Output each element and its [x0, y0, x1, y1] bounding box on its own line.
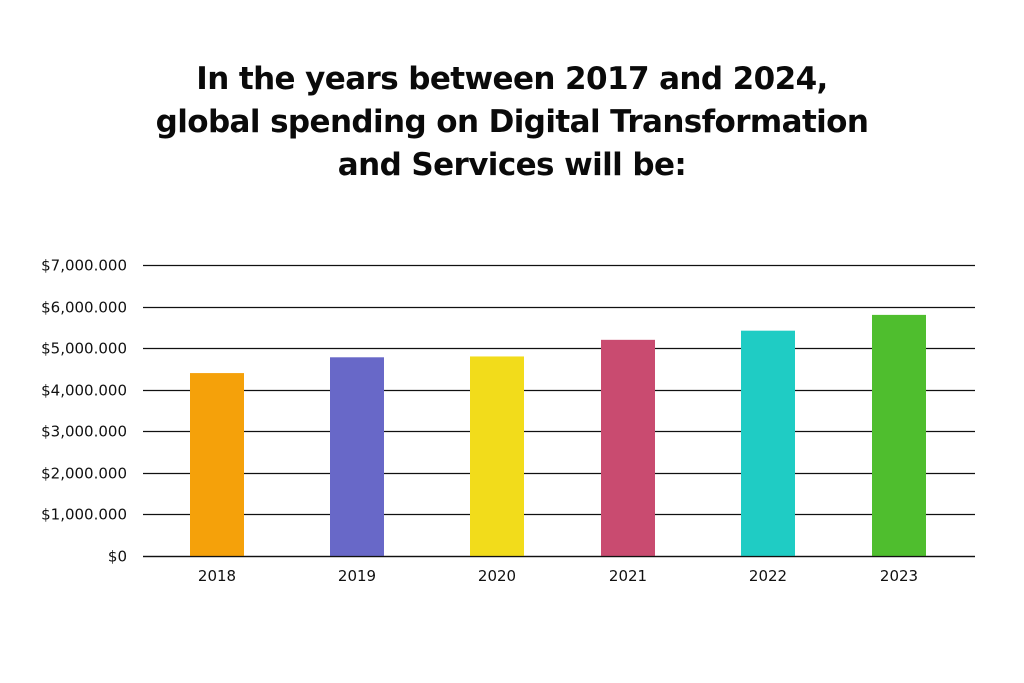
x-tick-label: 2020: [478, 567, 516, 585]
x-tick-label: 2021: [609, 567, 647, 585]
bar-2018: [190, 373, 244, 556]
chart-title-line-3: and Services will be:: [337, 147, 687, 183]
bar-2019: [330, 357, 384, 556]
bar-2023: [872, 314, 926, 556]
x-axis-ticks: 2018 2019 2020 2021 2022 2023: [198, 567, 918, 585]
x-tick-label: 2018: [198, 567, 236, 585]
y-tick-label: $5,000.000: [41, 340, 127, 358]
x-tick-label: 2019: [338, 567, 376, 585]
y-axis-ticks: $0 $1,000.000 $2,000.000 $3,000.000 $4,000.0…: [41, 257, 127, 566]
bars: [143, 314, 975, 558]
bar-2022: [741, 330, 795, 556]
chart-title-line-1: In the years between 2017 and 2024,: [196, 61, 828, 97]
chart-title: In the years between 2017 and 2024, glob…: [0, 58, 1024, 187]
x-tick-label: 2023: [880, 567, 918, 585]
bar-2021: [601, 339, 655, 556]
y-tick-label: $7,000.000: [41, 257, 127, 275]
chart-title-line-2: global spending on Digital Transformatio…: [155, 104, 869, 140]
y-tick-label: $4,000.000: [41, 382, 127, 400]
y-tick-label: $0: [108, 548, 127, 566]
y-tick-label: $3,000.000: [41, 423, 127, 441]
gridlines: [143, 264, 975, 558]
x-tick-label: 2022: [749, 567, 787, 585]
y-tick-label: $6,000.000: [41, 299, 127, 317]
y-tick-label: $2,000.000: [41, 465, 127, 483]
y-tick-label: $1,000.000: [41, 506, 127, 524]
bar-2020: [470, 356, 524, 556]
